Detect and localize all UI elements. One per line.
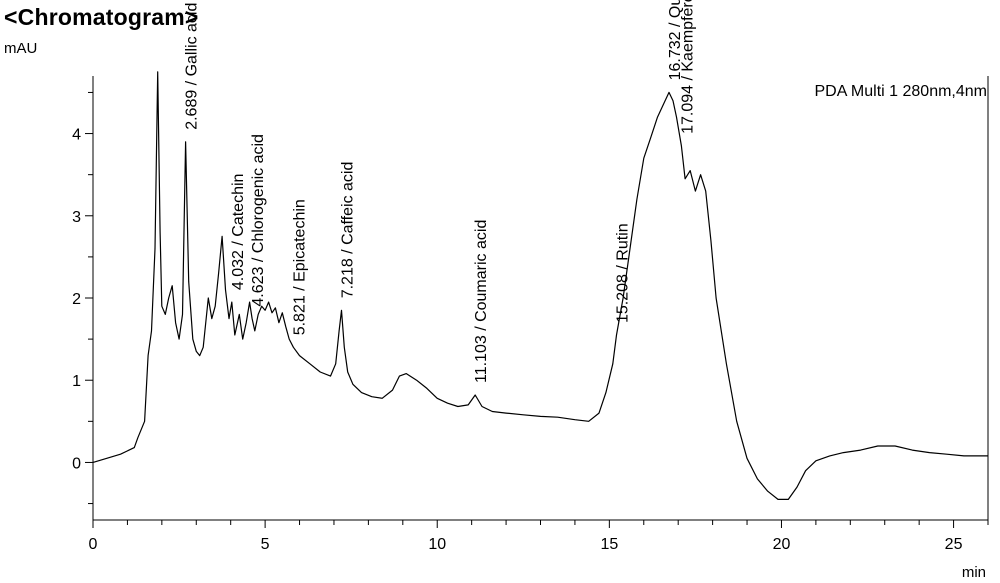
y-tick-label: 0 bbox=[72, 455, 81, 472]
peak-labels: 2.689 / Gallic acid 4.032 / Catechin 4.623… bbox=[184, 0, 697, 383]
axis-ticks: 0 5 10 15 20 25 0 1 2 3 4 bbox=[72, 91, 989, 553]
x-axis-label: min bbox=[961, 564, 986, 581]
peak-label: 15.208 / Rutin bbox=[615, 223, 632, 323]
x-tick-label: 15 bbox=[600, 536, 618, 553]
peak-label: 2.689 / Gallic acid bbox=[184, 3, 201, 130]
x-tick-label: 5 bbox=[261, 536, 270, 553]
x-tick-label: 20 bbox=[773, 536, 791, 553]
y-tick-label: 4 bbox=[72, 127, 81, 144]
x-tick-label: 0 bbox=[89, 536, 98, 553]
peak-label: 7.218 / Caffeic acid bbox=[340, 162, 357, 299]
chart-title: <Chromatogram> bbox=[4, 4, 199, 30]
peak-label: 5.821 / Epicatechin bbox=[291, 199, 308, 335]
x-tick-label: 25 bbox=[945, 536, 963, 553]
legend-label: PDA Multi 1 280nm,4nm bbox=[814, 83, 987, 100]
y-axis-label: mAU bbox=[4, 40, 38, 57]
chromatogram-trace bbox=[92, 71, 988, 500]
plot-axes bbox=[92, 76, 989, 521]
peak-label: 11.103 / Coumaric acid bbox=[473, 220, 490, 383]
peak-label: 16.732 / Quercetin bbox=[667, 0, 684, 80]
y-tick-label: 3 bbox=[72, 209, 81, 226]
y-tick-label: 1 bbox=[72, 373, 81, 390]
peak-label: 4.032 / Catechin bbox=[230, 174, 247, 291]
series-layer bbox=[92, 71, 988, 500]
peak-label: 17.094 / Kaempferol bbox=[679, 0, 696, 134]
y-tick-label: 2 bbox=[72, 291, 81, 308]
peak-label: 4.623 / Chlorogenic acid bbox=[250, 134, 267, 307]
x-tick-label: 10 bbox=[428, 536, 446, 553]
